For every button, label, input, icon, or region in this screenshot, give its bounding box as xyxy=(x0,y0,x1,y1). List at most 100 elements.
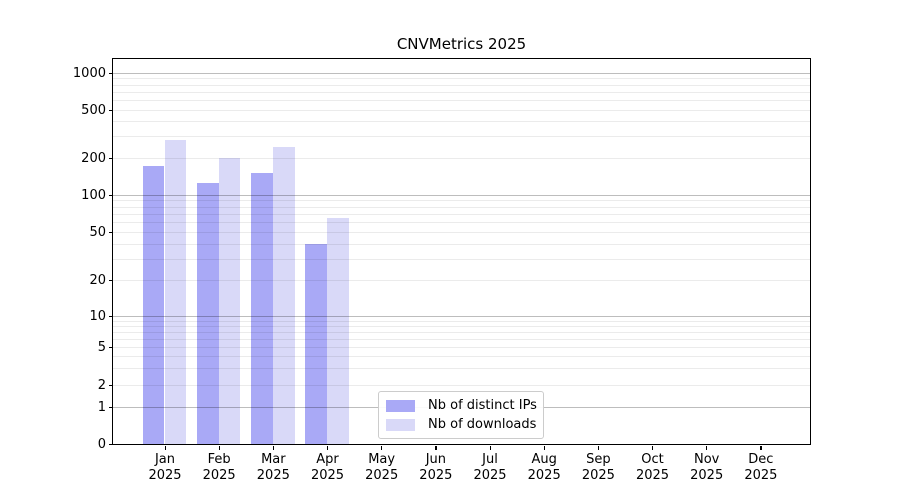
x-tick-label: Aug 2025 xyxy=(516,452,572,484)
x-tick-label-year: 2025 xyxy=(473,468,507,483)
minor-gridline xyxy=(112,121,810,123)
x-tick-label-month: Dec xyxy=(748,452,774,467)
bar-downloads-apr xyxy=(327,217,349,444)
x-tick-label: Feb 2025 xyxy=(191,452,247,484)
minor-gridline xyxy=(112,243,810,245)
minor-gridline xyxy=(112,338,810,340)
x-tick-label: Jan 2025 xyxy=(137,452,193,484)
x-tick-mark xyxy=(381,445,383,450)
minor-gridline xyxy=(112,109,810,111)
minor-gridline xyxy=(112,258,810,260)
y-tick-mark xyxy=(109,279,113,281)
bar-distinct-ips-jan xyxy=(142,166,165,444)
legend-label-distinct-ips: Nb of distinct IPs xyxy=(428,398,537,413)
x-tick-label-month: Jan xyxy=(154,452,176,467)
x-tick-label-year: 2025 xyxy=(256,468,290,483)
y-tick-mark xyxy=(109,347,113,349)
x-tick-label-year: 2025 xyxy=(148,468,182,483)
bar-distinct-ips-mar xyxy=(251,173,273,444)
y-tick-label: 200 xyxy=(81,150,106,166)
y-tick-label: 5 xyxy=(97,340,106,355)
minor-gridline xyxy=(112,157,810,159)
x-tick-label: Dec 2025 xyxy=(733,452,789,484)
x-tick-label: Jun 2025 xyxy=(408,452,464,484)
x-tick-label-year: 2025 xyxy=(744,468,778,483)
minor-gridline xyxy=(112,78,810,80)
legend-swatch-downloads xyxy=(386,418,415,431)
y-tick-mark xyxy=(109,316,113,318)
y-tick-mark xyxy=(109,232,113,234)
y-tick-label: 20 xyxy=(89,272,106,288)
x-tick-mark xyxy=(435,445,437,450)
x-tick-label-month: Aug xyxy=(531,452,557,467)
y-tick-label: 500 xyxy=(81,102,106,118)
x-tick-mark xyxy=(706,445,708,450)
bar-distinct-ips-feb xyxy=(196,182,219,444)
x-tick-label: Sep 2025 xyxy=(570,452,626,484)
x-tick-label: Apr 2025 xyxy=(300,452,356,484)
minor-gridline xyxy=(112,368,810,370)
legend: Nb of distinct IPs Nb of downloads xyxy=(378,391,544,439)
y-tick-label: 100 xyxy=(81,187,106,203)
minor-gridline xyxy=(112,99,810,101)
minor-gridline xyxy=(112,320,810,322)
x-tick-label-year: 2025 xyxy=(690,468,724,483)
bar-distinct-ips-apr xyxy=(305,243,327,444)
plot-area xyxy=(111,57,811,445)
y-tick-mark xyxy=(109,194,113,196)
y-tick-label: 1000 xyxy=(72,65,106,81)
x-tick-label-year: 2025 xyxy=(365,468,399,483)
minor-gridline xyxy=(112,325,810,327)
x-tick-label-month: Oct xyxy=(641,452,664,467)
x-tick-mark xyxy=(218,445,220,450)
x-tick-label-year: 2025 xyxy=(419,468,453,483)
x-tick-label-year: 2025 xyxy=(310,468,345,483)
minor-gridline xyxy=(112,222,810,224)
x-tick-mark xyxy=(327,445,329,450)
legend-label-downloads: Nb of downloads xyxy=(428,417,537,432)
x-tick-label-year: 2025 xyxy=(581,468,615,483)
x-tick-mark xyxy=(760,445,762,450)
chart-title: CNVMetrics 2025 xyxy=(396,35,527,53)
minor-gridline xyxy=(112,385,810,386)
y-tick-mark xyxy=(109,385,113,387)
minor-gridline xyxy=(112,331,810,333)
x-tick-label-month: Apr xyxy=(316,452,339,467)
legend-entry-distinct-ips: Nb of distinct IPs xyxy=(385,396,537,415)
minor-gridline xyxy=(112,206,810,208)
y-tick-mark xyxy=(109,443,113,445)
x-tick-label-month: Jun xyxy=(425,452,446,467)
bar-downloads-feb xyxy=(218,158,241,444)
y-tick-mark xyxy=(109,157,113,159)
x-tick-label-year: 2025 xyxy=(635,468,670,483)
minor-gridline xyxy=(112,213,810,215)
minor-gridline xyxy=(112,232,810,234)
y-tick-mark xyxy=(109,406,113,408)
legend-swatch-distinct-ips xyxy=(386,399,415,412)
x-tick-label-month: Mar xyxy=(261,452,286,467)
minor-gridline xyxy=(112,347,810,348)
legend-entry-downloads: Nb of downloads xyxy=(385,415,537,434)
x-tick-label: Oct 2025 xyxy=(625,452,681,484)
x-tick-label: Jul 2025 xyxy=(462,452,518,484)
x-tick-label: Mar 2025 xyxy=(245,452,301,484)
x-tick-label-month: Nov xyxy=(694,452,720,467)
y-tick-label: 50 xyxy=(89,225,106,241)
x-tick-mark xyxy=(164,445,166,450)
x-tick-label-year: 2025 xyxy=(527,468,561,483)
minor-gridline xyxy=(112,136,810,138)
y-tick-label: 10 xyxy=(89,309,106,324)
x-tick-mark xyxy=(652,445,654,450)
y-tick-label: 1 xyxy=(97,399,106,415)
y-tick-label: 0 xyxy=(97,436,106,452)
minor-gridline xyxy=(112,356,810,358)
y-tick-mark xyxy=(109,109,113,111)
major-gridline xyxy=(112,316,810,317)
minor-gridline xyxy=(112,279,810,281)
x-tick-label-month: May xyxy=(368,452,396,467)
minor-gridline xyxy=(112,91,810,93)
minor-gridline xyxy=(112,200,810,202)
x-tick-label: Nov 2025 xyxy=(679,452,735,484)
minor-gridline xyxy=(112,84,810,86)
